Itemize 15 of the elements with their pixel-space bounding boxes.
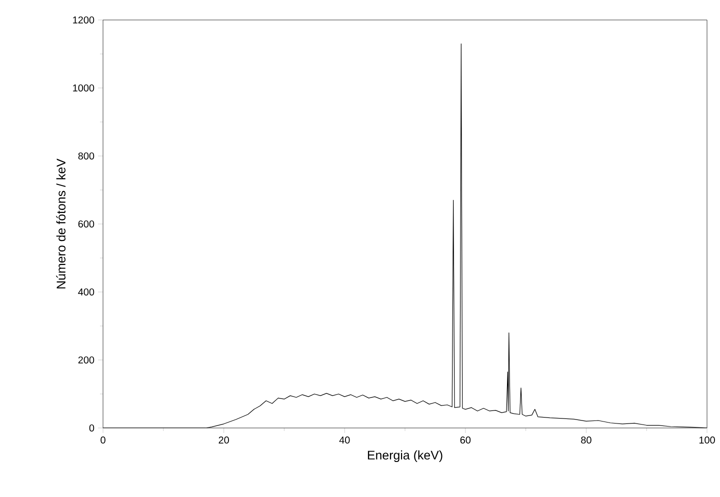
x-tick-label: 60 [460,436,471,444]
x-tick-label: 100 [699,436,715,444]
y-tick-label: 1200 [73,16,94,24]
y-axis-title: Número de fótons / keV [56,158,66,288]
y-tick-label: 1000 [73,84,94,92]
x-axis-title: Energia (keV) [368,450,442,462]
y-tick-label: 600 [78,220,94,228]
y-tick-label: 200 [78,356,94,364]
x-tick-label: 20 [218,436,229,444]
x-tick-label: 80 [581,436,592,444]
x-tick-label: 0 [100,436,106,444]
x-tick-label: 40 [339,436,350,444]
y-tick-label: 800 [78,152,94,160]
y-tick-label: 0 [89,424,94,432]
y-tick-label: 400 [78,288,94,296]
